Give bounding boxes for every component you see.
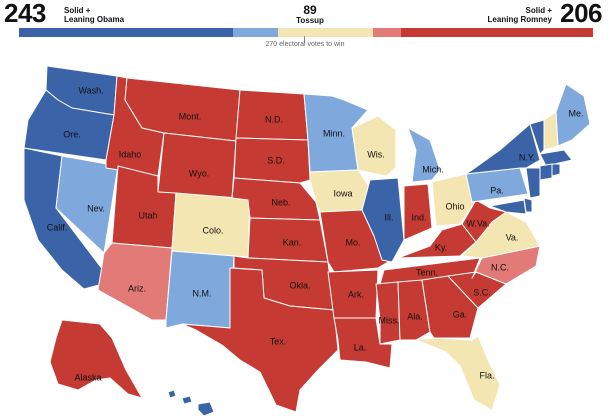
state-in[interactable] xyxy=(403,183,433,241)
bar-segment-lean-obama xyxy=(233,28,279,37)
threshold-note: 270 electoral votes to win xyxy=(265,41,345,48)
state-label-ny: N.Y. xyxy=(519,152,535,162)
state-ma[interactable] xyxy=(539,149,573,167)
state-me[interactable] xyxy=(555,83,591,147)
state-label-al: Ala. xyxy=(407,311,423,321)
state-il[interactable] xyxy=(361,177,405,263)
state-tx[interactable] xyxy=(181,267,339,413)
state-label-co: Colo. xyxy=(202,225,223,235)
state-label-me: Me. xyxy=(568,108,583,118)
state-label-pa: Pa. xyxy=(490,185,504,195)
state-ny[interactable] xyxy=(465,123,541,175)
state-label-ga: Ga. xyxy=(453,309,468,319)
state-label-ca: Calif. xyxy=(47,222,68,232)
state-wy[interactable] xyxy=(157,132,237,199)
state-label-in: Ind. xyxy=(411,212,426,222)
state-label-sd: S.D. xyxy=(267,155,285,165)
romney-electoral-count: 206 xyxy=(560,0,602,28)
state-label-va: Va. xyxy=(506,232,519,242)
state-label-nm: N.M. xyxy=(193,288,212,298)
state-la[interactable] xyxy=(333,317,393,369)
state-label-mo: Mo. xyxy=(345,237,360,247)
state-label-ms: Miss. xyxy=(379,315,400,325)
header: 243 Solid + Leaning Obama 89 Tossup Soli… xyxy=(0,0,610,28)
state-label-il: Ill. xyxy=(385,212,394,222)
state-ms[interactable] xyxy=(375,281,401,345)
state-label-nc: N.C. xyxy=(491,262,509,272)
state-ri[interactable] xyxy=(551,163,561,177)
majority-line xyxy=(304,36,305,43)
state-hi[interactable] xyxy=(167,389,215,417)
state-label-nd: N.D. xyxy=(265,114,283,124)
state-md[interactable] xyxy=(489,199,527,215)
state-wi[interactable] xyxy=(351,115,397,177)
state-ct[interactable] xyxy=(539,163,553,181)
state-label-or: Ore. xyxy=(63,129,81,139)
state-label-ak: Alaska xyxy=(74,372,101,382)
state-mi[interactable] xyxy=(407,127,441,183)
bar-segment-solid-obama xyxy=(19,28,234,37)
state-label-oh: Ohio xyxy=(445,201,464,211)
state-label-sc: S.C. xyxy=(473,287,491,297)
state-sd[interactable] xyxy=(233,137,311,184)
state-label-ia: Iowa xyxy=(333,188,352,198)
state-label-la: La. xyxy=(354,342,367,352)
state-label-ut: Utah xyxy=(138,210,157,220)
state-nj[interactable] xyxy=(525,167,541,199)
state-oh[interactable] xyxy=(431,173,477,227)
state-label-mt: Mont. xyxy=(179,111,202,121)
state-label-ks: Kan. xyxy=(283,237,302,247)
tossup-label: Tossup xyxy=(296,16,324,25)
state-label-mi: Mich. xyxy=(422,164,444,174)
state-label-wi: Wis. xyxy=(367,149,385,159)
state-label-mn: Minn. xyxy=(323,128,345,138)
state-al[interactable] xyxy=(397,279,431,341)
state-ak[interactable] xyxy=(49,319,143,399)
state-label-wy: Wyo. xyxy=(189,168,209,178)
state-label-ne: Neb. xyxy=(271,197,290,207)
state-label-ar: Ark. xyxy=(348,289,364,299)
bar-segment-lean-romney xyxy=(373,28,401,37)
state-label-wv: W.Va. xyxy=(466,218,489,228)
electoral-vote-bar xyxy=(19,28,593,37)
obama-electoral-count: 243 xyxy=(4,0,46,28)
romney-label: Solid + Leaning Romney xyxy=(487,6,552,24)
state-label-az: Ariz. xyxy=(128,283,146,293)
obama-label: Solid + Leaning Obama xyxy=(64,6,125,24)
state-label-ok: Okla. xyxy=(289,280,310,290)
state-az[interactable] xyxy=(97,242,173,321)
bar-segment-solid-romney xyxy=(400,28,593,37)
state-label-tx: Tex. xyxy=(270,336,287,346)
state-fl[interactable] xyxy=(415,335,501,411)
state-label-fl: Fla. xyxy=(479,370,494,380)
state-label-wa: Wash. xyxy=(78,85,103,95)
state-label-nv: Nev. xyxy=(87,203,105,213)
state-label-tn: Tenn. xyxy=(416,267,438,277)
us-electoral-map: Wash. Ore. Calif. Nev. Idaho Mont. Wyo. Utah Ari… xyxy=(23,65,591,417)
state-label-id: Idaho xyxy=(119,149,142,159)
tossup-electoral-count: 89 xyxy=(303,3,317,17)
state-label-ky: Ky. xyxy=(435,242,447,252)
bar-segment-tossup xyxy=(278,28,374,37)
